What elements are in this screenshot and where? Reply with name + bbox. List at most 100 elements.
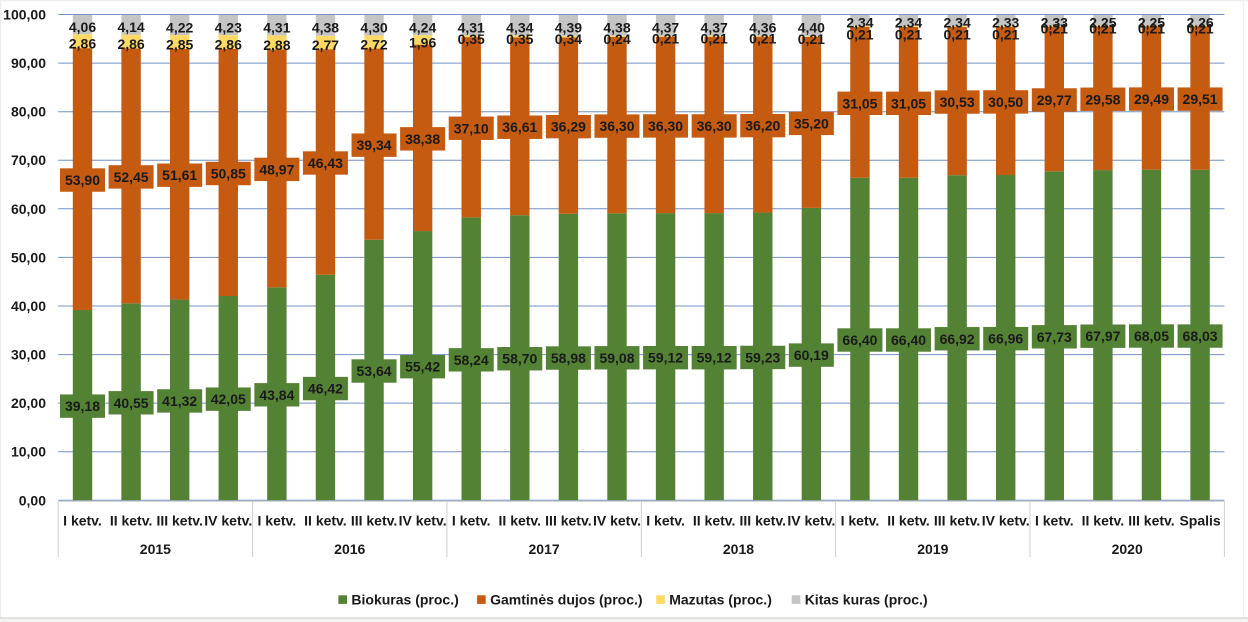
svg-text:39,18: 39,18: [65, 398, 100, 414]
svg-text:0,21: 0,21: [701, 31, 728, 47]
svg-text:58,24: 58,24: [454, 352, 489, 368]
svg-text:III ketv.: III ketv.: [545, 513, 591, 529]
svg-text:4,06: 4,06: [69, 19, 96, 35]
svg-text:4,40: 4,40: [798, 20, 825, 36]
svg-text:59,12: 59,12: [648, 350, 683, 366]
svg-text:30,53: 30,53: [940, 94, 975, 110]
svg-text:66,40: 66,40: [842, 332, 877, 348]
svg-text:Gamtinės dujos (proc.): Gamtinės dujos (proc.): [490, 591, 642, 607]
svg-text:36,30: 36,30: [648, 118, 683, 134]
svg-text:0,21: 0,21: [943, 26, 970, 42]
svg-text:41,32: 41,32: [162, 393, 197, 409]
svg-text:4,24: 4,24: [409, 19, 436, 35]
svg-text:67,97: 67,97: [1085, 328, 1120, 344]
svg-text:58,70: 58,70: [502, 351, 537, 367]
svg-text:0,35: 0,35: [458, 31, 485, 47]
svg-text:IV ketv.: IV ketv.: [593, 513, 641, 529]
svg-text:Spalis: Spalis: [1179, 513, 1220, 529]
svg-text:52,45: 52,45: [114, 169, 149, 185]
svg-text:30,00: 30,00: [11, 347, 46, 363]
svg-text:2017: 2017: [529, 541, 560, 557]
svg-text:4,34: 4,34: [506, 20, 533, 36]
svg-text:Biokuras (proc.): Biokuras (proc.): [351, 591, 458, 607]
svg-text:II ketv.: II ketv.: [499, 513, 542, 529]
svg-text:58,98: 58,98: [551, 350, 586, 366]
svg-text:66,96: 66,96: [988, 331, 1023, 347]
svg-text:0,21: 0,21: [1138, 20, 1165, 36]
svg-text:I ketv.: I ketv.: [452, 513, 491, 529]
svg-text:36,30: 36,30: [599, 118, 634, 134]
svg-text:60,00: 60,00: [11, 201, 46, 217]
svg-text:37,10: 37,10: [454, 120, 489, 136]
svg-text:2,85: 2,85: [166, 36, 193, 52]
svg-text:67,73: 67,73: [1037, 329, 1072, 345]
svg-text:43,84: 43,84: [259, 387, 294, 403]
svg-text:40,00: 40,00: [11, 298, 46, 314]
svg-text:4,37: 4,37: [701, 20, 728, 36]
svg-text:II ketv.: II ketv.: [887, 513, 930, 529]
svg-text:36,30: 36,30: [697, 118, 732, 134]
svg-text:2,86: 2,86: [69, 36, 96, 52]
svg-text:29,49: 29,49: [1134, 91, 1169, 107]
svg-text:70,00: 70,00: [11, 152, 46, 168]
svg-text:0,21: 0,21: [1041, 21, 1068, 37]
svg-text:35,20: 35,20: [794, 115, 829, 131]
svg-text:0,21: 0,21: [1089, 20, 1116, 36]
svg-text:4,23: 4,23: [215, 19, 242, 35]
svg-text:2,33: 2,33: [992, 15, 1019, 31]
svg-text:2015: 2015: [140, 541, 171, 557]
svg-text:31,05: 31,05: [891, 95, 926, 111]
svg-text:10,00: 10,00: [11, 444, 46, 460]
svg-text:100,00: 100,00: [3, 7, 46, 23]
svg-text:II ketv.: II ketv.: [304, 513, 347, 529]
svg-text:II ketv.: II ketv.: [693, 513, 736, 529]
svg-text:4,30: 4,30: [360, 19, 387, 35]
svg-text:4,37: 4,37: [652, 20, 679, 36]
svg-text:59,08: 59,08: [599, 350, 634, 366]
svg-text:2,34: 2,34: [846, 15, 873, 31]
svg-text:2,34: 2,34: [895, 15, 922, 31]
svg-text:2,86: 2,86: [117, 36, 144, 52]
svg-text:60,19: 60,19: [794, 347, 829, 363]
svg-text:I ketv.: I ketv.: [63, 513, 102, 529]
svg-text:IV ketv.: IV ketv.: [204, 513, 252, 529]
svg-text:2,33: 2,33: [1041, 14, 1068, 30]
svg-text:0,00: 0,00: [19, 492, 46, 508]
svg-text:2,77: 2,77: [312, 37, 339, 53]
svg-text:2,72: 2,72: [360, 37, 387, 53]
svg-text:68,03: 68,03: [1183, 328, 1218, 344]
svg-text:0,21: 0,21: [652, 31, 679, 47]
svg-text:4,38: 4,38: [603, 20, 630, 36]
svg-text:0,21: 0,21: [992, 26, 1019, 42]
svg-text:4,38: 4,38: [312, 20, 339, 36]
svg-text:4,31: 4,31: [458, 19, 485, 35]
svg-text:36,20: 36,20: [745, 118, 780, 134]
svg-text:IV ketv.: IV ketv.: [982, 513, 1030, 529]
svg-text:4,14: 4,14: [117, 19, 144, 35]
svg-text:III ketv.: III ketv.: [156, 513, 202, 529]
svg-text:38,38: 38,38: [405, 131, 440, 147]
svg-text:I ketv.: I ketv.: [841, 513, 880, 529]
svg-text:III ketv.: III ketv.: [934, 513, 980, 529]
svg-text:42,05: 42,05: [211, 391, 246, 407]
svg-text:36,61: 36,61: [502, 119, 537, 135]
svg-text:I ketv.: I ketv.: [646, 513, 685, 529]
svg-text:III ketv.: III ketv.: [351, 513, 397, 529]
svg-text:29,77: 29,77: [1037, 92, 1072, 108]
svg-text:0,34: 0,34: [555, 31, 582, 47]
svg-text:2018: 2018: [723, 541, 754, 557]
svg-text:48,97: 48,97: [259, 161, 294, 177]
svg-text:0,35: 0,35: [506, 31, 533, 47]
svg-text:66,40: 66,40: [891, 332, 926, 348]
svg-text:53,64: 53,64: [357, 363, 392, 379]
svg-text:1,96: 1,96: [409, 34, 436, 50]
svg-text:2019: 2019: [917, 541, 948, 557]
svg-text:4,36: 4,36: [749, 20, 776, 36]
svg-text:2,88: 2,88: [263, 37, 290, 53]
svg-text:30,50: 30,50: [988, 94, 1023, 110]
svg-text:Kitas kuras (proc.): Kitas kuras (proc.): [805, 591, 928, 607]
svg-text:0,21: 0,21: [895, 26, 922, 42]
svg-text:50,85: 50,85: [211, 166, 246, 182]
svg-text:2020: 2020: [1112, 541, 1143, 557]
svg-text:2,25: 2,25: [1089, 14, 1116, 30]
